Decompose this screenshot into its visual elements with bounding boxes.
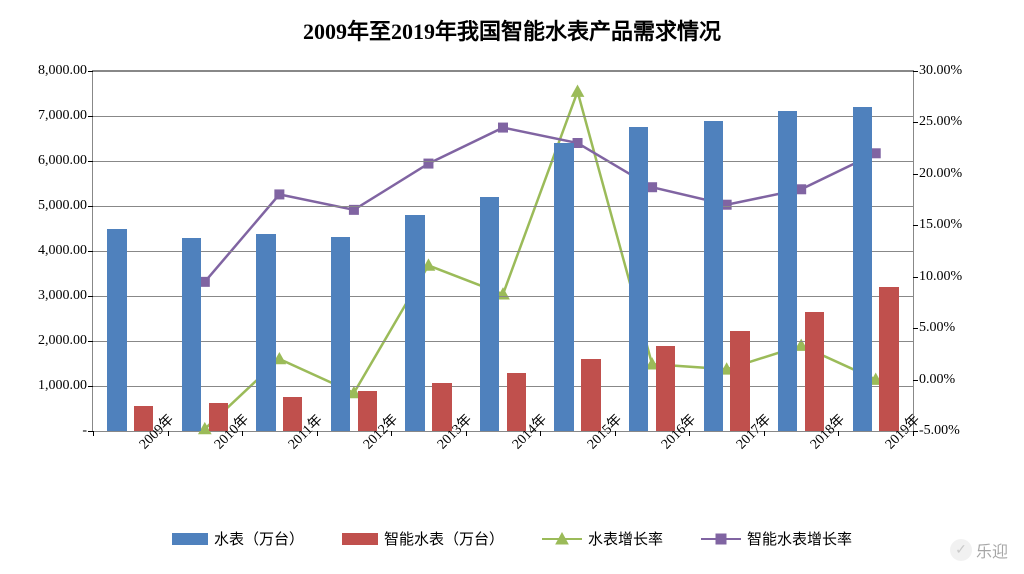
- ytick-right: 15.00%: [919, 217, 962, 233]
- bar-water: [853, 107, 872, 431]
- ytick-right: 30.00%: [919, 63, 962, 79]
- ytick-left: 5,000.00: [38, 198, 87, 214]
- bar-smart: [581, 359, 600, 431]
- bar-smart: [209, 403, 228, 431]
- bar-water: [107, 229, 126, 432]
- ytick-left: 1,000.00: [38, 378, 87, 394]
- bar-smart: [283, 397, 302, 431]
- bar-water: [331, 237, 350, 431]
- legend-swatch-water-growth: [542, 532, 582, 546]
- legend-item-smart: 智能水表（万台）: [342, 528, 504, 549]
- legend-label-smart-growth: 智能水表增长率: [747, 528, 852, 549]
- watermark: ✓ 乐迎: [950, 538, 1008, 562]
- ytick-right: -5.00%: [919, 423, 960, 439]
- legend-label-water-growth: 水表增长率: [588, 528, 663, 549]
- wechat-icon: ✓: [950, 539, 972, 561]
- legend: 水表（万台） 智能水表（万台） 水表增长率 智能水表增长率: [0, 528, 1024, 549]
- watermark-text: 乐迎: [976, 538, 1008, 562]
- bar-smart: [432, 383, 451, 431]
- legend-swatch-water: [172, 533, 208, 545]
- bar-smart: [134, 406, 153, 431]
- legend-item-water-growth: 水表增长率: [542, 528, 663, 549]
- ytick-right: 0.00%: [919, 372, 955, 388]
- ytick-right: 5.00%: [919, 320, 955, 336]
- bar-water: [554, 143, 573, 431]
- legend-label-water: 水表（万台）: [214, 528, 304, 549]
- chart-container: 2009年至2019年我国智能水表产品需求情况 -1,000.002,000.0…: [0, 0, 1024, 574]
- chart-title: 2009年至2019年我国智能水表产品需求情况: [0, 14, 1024, 46]
- ytick-right: 25.00%: [919, 114, 962, 130]
- bar-water: [629, 127, 648, 431]
- ytick-left: 7,000.00: [38, 108, 87, 124]
- bar-water: [256, 234, 275, 431]
- ytick-left: 6,000.00: [38, 153, 87, 169]
- legend-label-smart: 智能水表（万台）: [384, 528, 504, 549]
- plot-area: -1,000.002,000.003,000.004,000.005,000.0…: [92, 70, 914, 432]
- legend-item-water: 水表（万台）: [172, 528, 304, 549]
- bar-water: [704, 121, 723, 431]
- ytick-right: 10.00%: [919, 269, 962, 285]
- bar-smart: [730, 331, 749, 431]
- bar-smart: [656, 346, 675, 432]
- bar-smart: [507, 373, 526, 432]
- bar-water: [405, 215, 424, 431]
- bar-smart: [805, 312, 824, 431]
- bar-smart: [358, 391, 377, 431]
- bar-water: [778, 111, 797, 431]
- legend-item-smart-growth: 智能水表增长率: [701, 528, 852, 549]
- bar-smart: [879, 287, 898, 431]
- ytick-left: 3,000.00: [38, 288, 87, 304]
- ytick-right: 20.00%: [919, 166, 962, 182]
- ytick-left: 4,000.00: [38, 243, 87, 259]
- legend-swatch-smart: [342, 533, 378, 545]
- ytick-left: -: [82, 423, 87, 439]
- bar-water: [182, 238, 201, 431]
- ytick-left: 2,000.00: [38, 333, 87, 349]
- legend-swatch-smart-growth: [701, 532, 741, 546]
- bar-water: [480, 197, 499, 431]
- ytick-left: 8,000.00: [38, 63, 87, 79]
